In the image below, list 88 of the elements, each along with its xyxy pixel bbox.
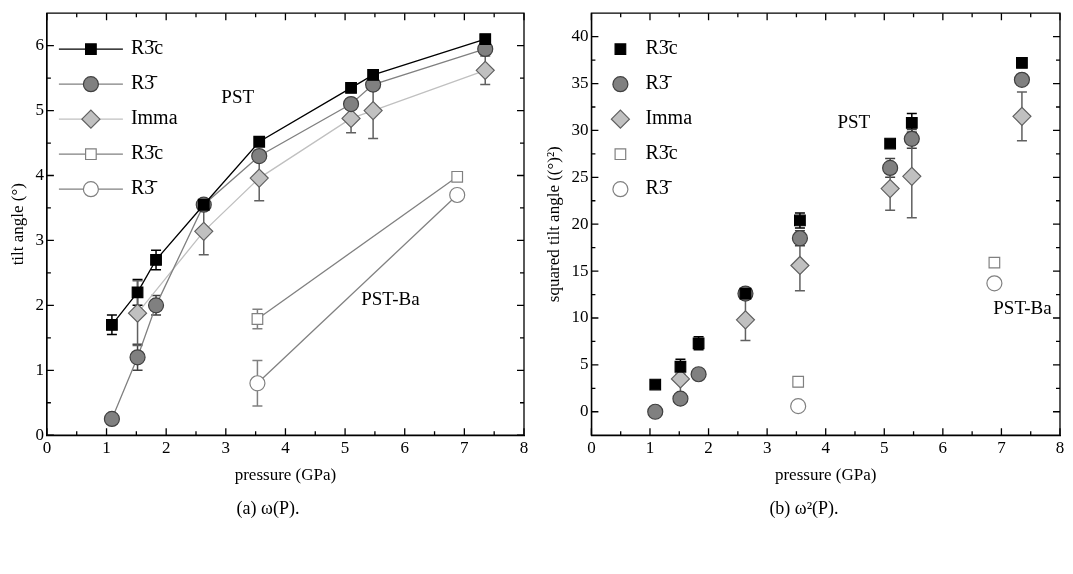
- y-tick-label: 4: [35, 164, 45, 184]
- y-tick-label: 6: [35, 35, 44, 55]
- y-tick-label: 5: [35, 100, 44, 120]
- point: [106, 318, 118, 331]
- legend-label: R3̄c: [645, 141, 678, 164]
- point: [249, 375, 266, 392]
- point: [790, 398, 807, 415]
- point: [449, 186, 466, 204]
- point: [672, 390, 689, 407]
- y-tick-label: 35: [571, 73, 589, 92]
- text: (b) ω²(P).: [768, 498, 840, 519]
- point: [479, 33, 492, 46]
- x-tick-label: 7: [460, 437, 470, 457]
- y-tick-label: 15: [571, 260, 589, 280]
- point: [363, 100, 383, 121]
- point: [342, 95, 360, 113]
- point: [131, 286, 144, 299]
- point: [902, 166, 922, 186]
- y-tick-label: 10: [571, 307, 589, 327]
- y-tick-label: 30: [571, 119, 589, 139]
- y-tick-label: 0: [35, 424, 44, 444]
- x-tick-label: 7: [997, 437, 1007, 457]
- x-tick-label: 8: [519, 437, 529, 457]
- point: [251, 147, 268, 165]
- x-tick-label: 3: [221, 437, 231, 457]
- y-tick-label: 1: [35, 359, 44, 379]
- point: [884, 137, 897, 150]
- annotation: PST-Ba: [361, 288, 421, 310]
- point: [475, 60, 495, 80]
- x-axis-title: pressure (GPa): [774, 465, 877, 485]
- x-axis-title: pressure (GPa): [234, 465, 337, 485]
- legend-label: Imma: [645, 106, 693, 129]
- y-tick-label: 20: [571, 213, 589, 233]
- annotation: PST-Ba: [993, 296, 1053, 318]
- point: [253, 135, 266, 148]
- point: [1012, 106, 1032, 126]
- point: [988, 256, 1001, 269]
- point: [251, 313, 264, 325]
- point: [249, 168, 269, 188]
- y-tick-label: 5: [579, 354, 589, 374]
- annotation: PST: [221, 85, 255, 107]
- point: [790, 255, 810, 276]
- legend-label: R3̄: [130, 176, 159, 199]
- legend-label: R3̄c: [130, 141, 164, 164]
- x-tick-label: 6: [400, 437, 409, 457]
- point: [880, 178, 900, 199]
- x-tick-label: 6: [938, 437, 948, 457]
- y-tick-label: 25: [571, 166, 589, 186]
- point: [986, 275, 1003, 292]
- legend-label: R3̄c: [130, 36, 164, 59]
- point: [129, 349, 146, 366]
- point: [905, 117, 918, 129]
- point: [103, 410, 121, 428]
- legend-label: R3̄: [130, 71, 159, 94]
- point: [649, 378, 662, 391]
- x-tick-label: 1: [645, 437, 655, 457]
- x-tick-label: 2: [704, 437, 713, 457]
- point: [1013, 71, 1031, 88]
- legend-label: R3̄: [645, 176, 673, 199]
- point: [647, 403, 664, 420]
- point: [735, 310, 756, 330]
- legend-label: R3̄: [645, 71, 673, 94]
- y-tick-label: 0: [579, 401, 589, 421]
- point: [127, 303, 148, 323]
- x-tick-label: 3: [762, 437, 772, 457]
- point: [345, 81, 357, 94]
- y-tick-label: 2: [35, 294, 44, 314]
- x-tick-label: 5: [880, 437, 889, 457]
- point: [150, 254, 162, 266]
- legend-label: R3̄c: [645, 36, 678, 59]
- annotation: PST: [837, 110, 871, 132]
- text: (a) ω(P).: [235, 498, 301, 519]
- point: [690, 366, 707, 383]
- y-axis-title: squared tilt angle ((°)²): [543, 146, 563, 303]
- x-tick-label: 2: [161, 437, 171, 457]
- point: [1016, 57, 1028, 69]
- x-tick-label: 8: [1055, 437, 1065, 457]
- y-tick-label: 40: [571, 26, 589, 46]
- y-axis-title: tilt angle (°): [7, 183, 27, 266]
- x-tick-label: 1: [102, 437, 111, 457]
- x-tick-label: 4: [821, 437, 831, 457]
- point: [451, 170, 464, 183]
- point: [367, 68, 380, 81]
- legend-label: Imma: [130, 106, 178, 129]
- y-tick-label: 3: [35, 229, 44, 249]
- x-tick-label: 5: [340, 437, 350, 457]
- x-tick-label: 4: [281, 437, 291, 457]
- point: [194, 221, 214, 241]
